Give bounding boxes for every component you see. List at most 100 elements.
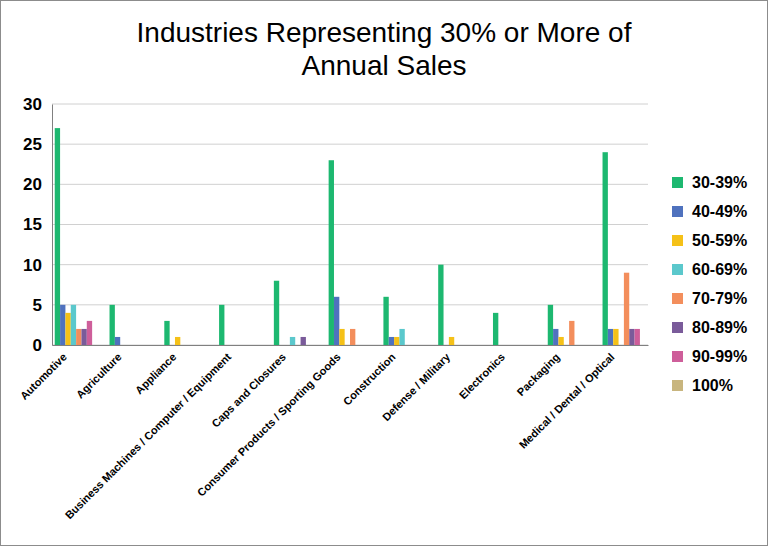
bar [164,321,169,345]
bar [329,160,334,345]
legend-item: 40-49% [672,203,747,220]
x-axis: AutomotiveAgricultureApplianceBusiness M… [18,345,649,521]
x-tick: Medical / Dental / Optical [517,345,624,451]
bar [191,345,196,346]
x-tick: Automotive [18,345,76,402]
bar [525,345,530,346]
bar [613,329,618,345]
legend-label: 40-49% [692,203,747,220]
legend-item: 80-89% [672,319,747,336]
bar [350,329,355,345]
legend-label: 50-59% [692,232,747,249]
legend-label: 30-39% [692,174,747,191]
bar [110,305,115,345]
x-tick: Consumer Products / Sporting Goods [195,345,350,499]
x-tick-label: Construction [341,350,398,407]
bar [240,345,245,346]
bar-series [60,297,613,345]
bar [355,345,360,346]
y-tick: 15 [23,215,52,234]
bars [55,128,640,345]
bar [548,305,553,345]
y-tick: 0 [33,336,52,355]
bar [251,345,256,346]
bar [569,321,574,345]
x-tick: Electronics [457,345,515,401]
legend-swatch [672,380,683,391]
bar [629,329,634,345]
bar [498,345,503,346]
y-tick-label: 0 [33,336,42,355]
legend-label: 90-99% [692,348,747,365]
bar [460,345,465,346]
legend-item: 30-39% [672,174,747,191]
bar [345,345,350,346]
bar [230,345,235,346]
legend-label: 70-79% [692,290,747,307]
bar [470,345,475,346]
bar [635,329,640,345]
bar-series [65,313,618,345]
bar-series [71,305,405,345]
y-tick: 10 [23,256,52,275]
bar [142,345,147,346]
bar [465,345,470,346]
bar [619,345,624,346]
bar [285,345,290,346]
legend: 30-39% 40-49% 50-59% 60-69% 70-79% 80-89% 90-9… [672,174,747,394]
chart: Industries Representing 30% or More ofAn… [0,0,768,546]
title: Industries Representing 30% or More ofAn… [137,17,632,81]
bar [438,265,443,345]
grid-line [52,224,648,225]
bar [180,345,185,346]
bar [603,152,608,345]
bar [290,337,295,345]
bar [504,345,509,346]
legend-item: 60-69% [672,261,747,278]
grid-line [52,104,648,105]
y-tick-label: 20 [23,175,42,194]
x-tick-label: Agriculture [74,351,124,401]
x-tick-label: Automotive [18,351,69,402]
bar [405,345,410,346]
legend-label: 80-89% [692,319,747,336]
bar [339,329,344,345]
bar [136,345,141,346]
bar [60,305,65,345]
bar [170,345,175,346]
bar [389,337,394,345]
y-tick-label: 5 [33,296,42,315]
legend-item: 100% [672,377,733,394]
bar [301,337,306,345]
bar [415,345,420,346]
bar [493,313,498,345]
legend-swatch [672,206,683,217]
y-tick-label: 25 [23,135,42,154]
legend-swatch [672,177,683,188]
legend-swatch [672,293,683,304]
x-tick: Agriculture [74,345,131,401]
y-tick-label: 15 [23,215,42,234]
bar [564,345,569,346]
bar [421,345,426,346]
x-tick-label: Consumer Products / Sporting Goods [195,351,343,499]
bar-series [55,128,608,345]
bar [219,305,224,345]
grid-line [52,184,648,185]
x-tick: Business Machines / Computer / Equipment [63,345,241,521]
y-tick: 20 [23,175,52,194]
x-tick-label: Business Machines / Computer / Equipment [63,350,234,521]
bar [334,297,339,345]
bar [585,345,590,346]
x-tick: Appliance [133,345,186,396]
legend-label: 100% [692,377,733,394]
bar [476,345,481,346]
bar [444,345,449,346]
bar [126,345,131,346]
bar [92,345,97,346]
bar [81,329,86,345]
bar [520,345,525,346]
legend-item: 90-99% [672,348,747,365]
bar [574,345,579,346]
legend-label: 60-69% [692,261,747,278]
